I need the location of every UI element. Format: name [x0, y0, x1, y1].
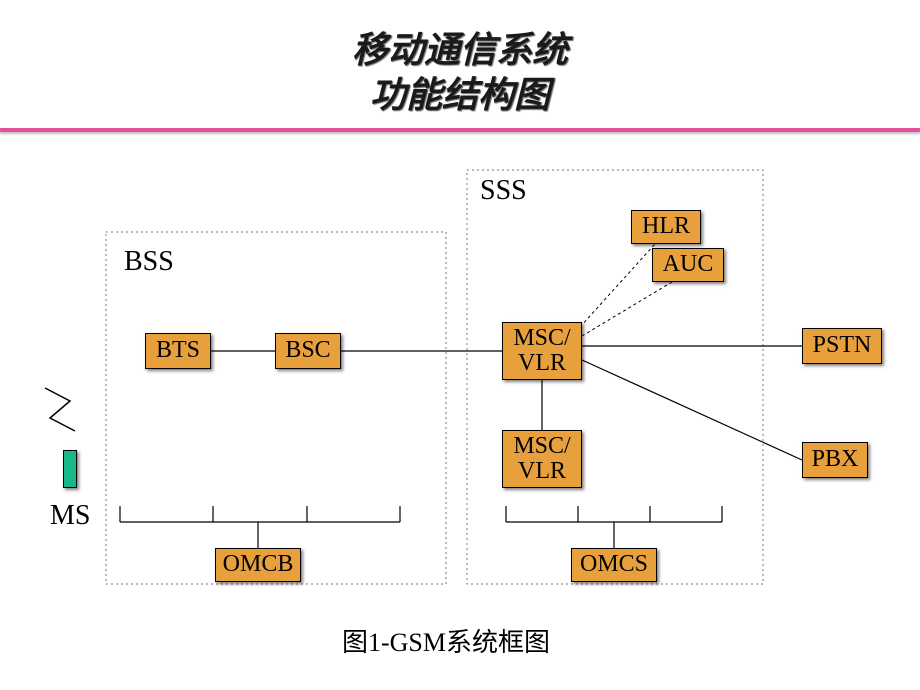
node-msc1-l1: MSC/ [513, 326, 570, 351]
node-pstn-label: PSTN [813, 333, 872, 358]
node-auc: AUC [652, 248, 724, 282]
node-omcs: OMCS [571, 548, 657, 582]
title-line-2: 功能结构图 [0, 73, 920, 118]
title-underline [0, 128, 920, 132]
node-bsc-label: BSC [285, 338, 330, 363]
node-pbx: PBX [802, 442, 868, 478]
node-auc-label: AUC [663, 252, 714, 277]
node-omcs-label: OMCS [580, 552, 648, 577]
figure-caption: 图1-GSM系统框图 [342, 622, 550, 659]
node-omcb: OMCB [215, 548, 301, 582]
node-msc2-l1: MSC/ [513, 434, 570, 459]
bss-label: BSS [124, 246, 174, 278]
title-line-1: 移动通信系统 [0, 28, 920, 73]
node-msc-vlr-1: MSC/ VLR [502, 322, 582, 380]
node-bts: BTS [145, 333, 211, 369]
node-bts-label: BTS [156, 338, 200, 363]
node-hlr-label: HLR [642, 214, 690, 239]
node-pbx-label: PBX [812, 447, 859, 472]
node-hlr: HLR [631, 210, 701, 244]
page-title: 移动通信系统 功能结构图 [0, 0, 920, 118]
node-omcb-label: OMCB [223, 552, 294, 577]
ms-label: MS [50, 500, 90, 532]
sss-label: SSS [480, 175, 527, 207]
node-msc-vlr-2: MSC/ VLR [502, 430, 582, 488]
node-bsc: BSC [275, 333, 341, 369]
node-pstn: PSTN [802, 328, 882, 364]
node-msc1-l2: VLR [518, 351, 566, 376]
node-msc2-l2: VLR [518, 459, 566, 484]
ms-icon [63, 450, 77, 488]
